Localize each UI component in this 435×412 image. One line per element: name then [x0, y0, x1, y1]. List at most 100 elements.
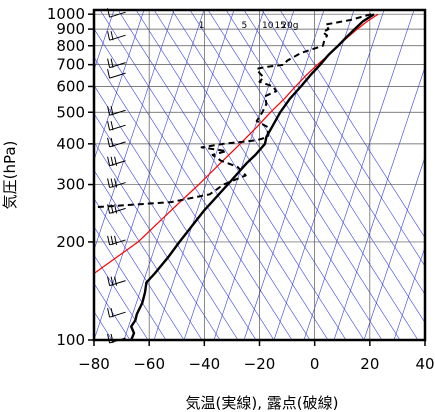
- wind-barb-flag: [107, 308, 111, 318]
- wind-barb-flag: [107, 333, 111, 344]
- sounding-series: [94, 13, 379, 340]
- mixing-ratio-label: 1: [199, 21, 205, 31]
- wind-barb-staff: [109, 62, 126, 69]
- wind-barb: [107, 58, 126, 69]
- y-tick-label: 500: [56, 103, 85, 121]
- wind-barb-flag: [110, 156, 114, 166]
- wind-barb-flag: [110, 137, 114, 147]
- wind-barb: [107, 204, 126, 214]
- wind-barb-staff: [109, 11, 126, 18]
- x-tick-label: 0: [310, 355, 320, 373]
- wind-barb-flag: [110, 121, 114, 131]
- dry-adiabat-line: [153, 10, 365, 340]
- wind-barb-flag: [114, 204, 118, 214]
- dry-adiabat-line: [94, 198, 185, 340]
- wind-barb-flag: [114, 235, 118, 246]
- wind-barb-flag: [107, 235, 111, 246]
- wind-barb-staff: [109, 311, 126, 318]
- dry-adiabat-line: [99, 10, 311, 340]
- wind-barb-flag: [107, 137, 111, 147]
- dry-adiabat-line: [207, 10, 419, 340]
- wind-barb-flag: [107, 121, 111, 131]
- wind-barb: [107, 156, 126, 167]
- isotherm-line: [243, 10, 355, 340]
- temperature-line: [130, 13, 375, 340]
- wind-barb-staff: [109, 160, 126, 167]
- wind-barb: [107, 235, 126, 246]
- y-tick-label: 300: [56, 176, 85, 194]
- wind-barb-staff: [109, 124, 126, 131]
- wind-barb: [107, 178, 126, 189]
- wind-barb-flag: [114, 276, 118, 286]
- isotherm-line: [183, 10, 295, 340]
- wind-barb-staff: [109, 182, 126, 189]
- mixing-ratio-label: 10: [262, 21, 274, 31]
- wind-barb-flag: [110, 333, 114, 344]
- wind-barb-staff: [109, 280, 126, 287]
- wind-barb-flag: [107, 69, 111, 79]
- isotherm-line: [213, 10, 325, 340]
- wind-barb-flag: [107, 31, 111, 41]
- x-axis-label: 気温(実線), 露点(破線): [186, 394, 339, 412]
- wind-barb-flag: [107, 276, 111, 286]
- wind-barb-staff: [109, 207, 126, 214]
- y-tick-label: 100: [56, 331, 85, 349]
- wind-barb: [107, 333, 126, 344]
- wind-barb-flag: [110, 178, 114, 188]
- wind-barb-flag: [110, 106, 114, 116]
- wind-barbs: [107, 8, 126, 344]
- wind-barb: [107, 276, 126, 287]
- y-tick-label: 800: [56, 37, 85, 55]
- wind-barb-staff: [109, 141, 126, 148]
- wind-barb-flag: [114, 178, 118, 188]
- mixing-ratio-label: 15: [274, 21, 285, 31]
- dry-adiabat-line: [279, 10, 425, 239]
- wind-barb-staff: [109, 34, 126, 41]
- wind-barb: [107, 31, 126, 41]
- wind-barb-flag: [107, 178, 111, 188]
- wind-barb-flag: [110, 204, 114, 214]
- y-tick-label: 700: [56, 56, 85, 74]
- x-axis-ticks: −80 −60 −40 −20 0 20 40: [78, 340, 435, 373]
- wind-barb: [107, 106, 126, 116]
- mixing-ratio-label: 20g: [281, 21, 298, 31]
- wind-barb: [107, 308, 126, 318]
- wind-barb-flag: [110, 58, 114, 68]
- wind-barb-staff: [109, 109, 126, 116]
- grid-lines: [93, 10, 426, 341]
- wind-barb-flag: [110, 308, 114, 318]
- mixing-ratio-label: 5: [241, 21, 247, 31]
- x-tick-label: −60: [133, 355, 165, 373]
- wind-barb: [107, 121, 126, 131]
- dry-adiabat-line: [225, 10, 425, 324]
- dry-adiabat-line: [189, 10, 401, 340]
- wind-barb-flag: [107, 58, 111, 68]
- x-tick-label: −80: [78, 355, 110, 373]
- y-axis-label: 気圧(hPa): [1, 141, 19, 210]
- wind-barb-staff: [109, 72, 126, 79]
- wind-barb: [107, 137, 126, 148]
- x-tick-label: −20: [244, 355, 276, 373]
- wind-barb: [107, 69, 126, 79]
- y-tick-label: 900: [56, 20, 85, 38]
- isotherm-line: [303, 10, 415, 340]
- dry-adiabat-line: [243, 10, 425, 295]
- isotherm-line: [94, 10, 145, 161]
- y-tick-label: 200: [56, 233, 85, 251]
- y-tick-label: 1000: [47, 5, 85, 23]
- wind-barb-flag: [114, 156, 118, 166]
- wind-barb-flag: [110, 276, 114, 286]
- dry-adiabat-line: [94, 141, 221, 340]
- dry-adiabat-line: [94, 56, 275, 340]
- isotherm-line: [363, 156, 425, 340]
- dry-adiabat-line: [94, 113, 239, 340]
- y-tick-label: 400: [56, 135, 85, 153]
- wind-barb-flag: [110, 31, 114, 41]
- dry-adiabat-line: [94, 84, 257, 340]
- isotherm-line: [123, 10, 235, 340]
- isotherm-line: [393, 246, 425, 340]
- wind-barb-staff: [109, 239, 126, 246]
- y-tick-label: 600: [56, 77, 85, 95]
